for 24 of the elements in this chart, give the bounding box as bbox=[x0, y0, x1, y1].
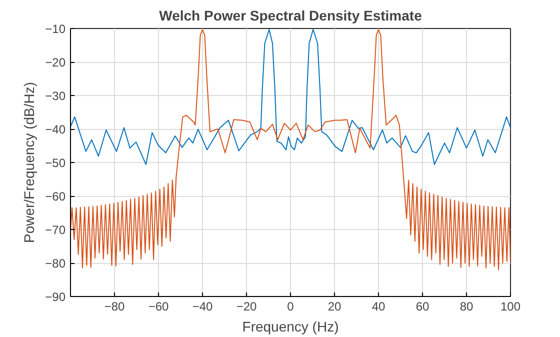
x-tick-label: −20 bbox=[236, 300, 258, 314]
x-tick-label: 40 bbox=[372, 300, 386, 314]
x-tick-label: −80 bbox=[104, 300, 126, 314]
x-tick-label: 20 bbox=[328, 300, 342, 314]
y-tick-label: −90 bbox=[45, 290, 66, 304]
y-tick-label: −60 bbox=[45, 190, 66, 204]
y-tick-label: −80 bbox=[45, 256, 66, 270]
line-series bbox=[70, 29, 510, 270]
x-tick-label: 60 bbox=[416, 300, 430, 314]
x-tick-label: 100 bbox=[500, 300, 521, 314]
y-tick-label: −70 bbox=[45, 223, 66, 237]
y-tick-label: −40 bbox=[45, 122, 66, 136]
y-tick-label: −20 bbox=[45, 56, 66, 70]
x-tick-label: −60 bbox=[148, 300, 170, 314]
chart-title: Welch Power Spectral Density Estimate bbox=[159, 8, 422, 24]
y-axis-title: Power/Frequency (dB/Hz) bbox=[21, 82, 38, 244]
x-tick-label: 80 bbox=[460, 300, 474, 314]
x-axis-title: Frequency (Hz) bbox=[242, 318, 339, 334]
x-tick-label: 0 bbox=[287, 300, 294, 314]
y-tick-label: −30 bbox=[45, 89, 66, 103]
y-tick-label: −10 bbox=[45, 22, 66, 36]
y-tick-label: −50 bbox=[45, 156, 66, 170]
x-tick-label: −40 bbox=[192, 300, 214, 314]
line-series bbox=[70, 29, 510, 166]
